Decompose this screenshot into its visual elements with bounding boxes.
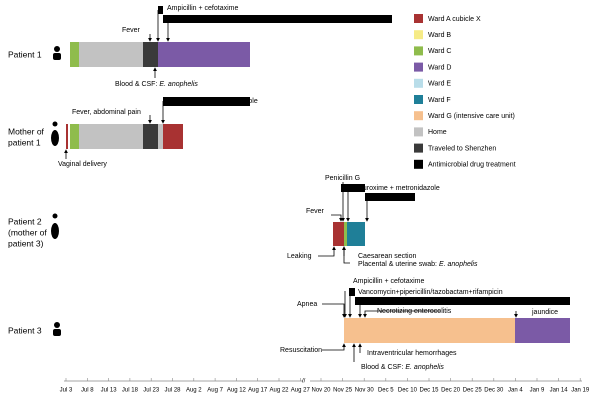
tick-label: Aug 7 — [207, 388, 223, 394]
icons — [51, 46, 61, 336]
tick-label: Nov 25 — [333, 388, 353, 394]
legend-label: Ward D — [428, 64, 451, 71]
annotation: Ampicillin + cefotaxime — [353, 278, 424, 285]
annotation: Blood & CSF: E. anophelis — [361, 364, 444, 371]
tick-label: Jul 18 — [122, 388, 139, 394]
patient-label: Patient 3 — [8, 325, 42, 335]
legend-swatch — [414, 127, 423, 137]
annotation: Blood & CSF: — [115, 81, 157, 88]
tick-label: Aug 27 — [291, 388, 311, 394]
tick-label: Jul 3 — [60, 388, 73, 394]
annotation: Fever — [122, 27, 141, 34]
tick-label: Dec 25 — [463, 388, 483, 394]
annotation: Vancomycin+pipericillin/tazobactam+rifam… — [358, 289, 503, 296]
annotation: Penicillin G — [325, 175, 360, 182]
tick-label: Nov 30 — [355, 388, 375, 394]
legend-swatch — [414, 30, 423, 40]
annotation: Blood & CSF: E. anophelis — [115, 81, 198, 88]
tick-label: Jan 19 — [571, 388, 590, 394]
annotation: Caesarean section — [358, 253, 416, 260]
tick-label: Jul 23 — [143, 388, 160, 394]
legend-swatch — [414, 46, 423, 56]
legend-label: Antimicrobial drug treatment — [428, 162, 516, 169]
legend-label: Ward G (intensive care unit) — [428, 113, 515, 120]
tick-label: Dec 10 — [398, 388, 418, 394]
legend-swatch — [414, 14, 423, 23]
annotation: jaundice — [531, 309, 558, 316]
tick-label: Jul 28 — [164, 388, 181, 394]
tick-label: Jan 9 — [530, 388, 545, 394]
tick-label: Jan 4 — [508, 388, 523, 394]
arrows — [64, 10, 518, 362]
annotation: Leaking — [287, 253, 312, 260]
annotation: Vancomycin + piperacillin + rifampicin — [170, 16, 287, 23]
tick-label: Jul 13 — [101, 388, 118, 394]
patient-label: Mother of — [8, 126, 45, 136]
annotation: Fever — [306, 208, 325, 215]
patient-label: Patient 2 — [8, 216, 42, 226]
legend-label: Traveled to Shenzhen — [428, 145, 496, 152]
tick-label: Dec 20 — [441, 388, 461, 394]
annotation: Ciprofloxacin — [372, 194, 413, 201]
annotation: Vaginal delivery — [58, 161, 107, 168]
svg-text://: // — [302, 379, 306, 385]
legend-swatch — [414, 159, 423, 169]
legend-swatch — [414, 95, 423, 104]
annotation: Blood & CSF: — [361, 364, 403, 371]
tick-label: Nov 20 — [311, 388, 331, 394]
tick-label: Aug 22 — [269, 388, 289, 394]
annotations: Fever Ampicillin + cefotaxime Vancomycin… — [58, 5, 560, 371]
legend-label: Ward E — [428, 81, 451, 88]
legend: Ward A cubicle X Ward B Ward C Ward D Ward E… — [414, 14, 516, 169]
annotation: Placental & uterine swab: E. anophelis — [358, 261, 478, 268]
legend-label: Ward F — [428, 97, 451, 104]
annotation: Cefuroxime + metronidazole — [352, 185, 440, 192]
annotation: E. anophelis — [439, 261, 478, 268]
annotation: Intraventricular hemorrhages — [367, 350, 457, 357]
legend-label: Ward C — [428, 48, 451, 55]
patient-label: (mother of — [8, 227, 47, 237]
annotation: E. anophelis — [405, 364, 444, 371]
annotation: Necrotizing enterocolitis — [377, 308, 452, 315]
tick-label: Aug 2 — [186, 388, 202, 394]
annotation: Apnea — [297, 301, 317, 308]
patient-label: Patient 1 — [8, 49, 42, 59]
legend-swatch — [414, 143, 423, 153]
annotation: Ampicillin + cefotaxime — [167, 5, 238, 12]
x-axis: // Jul 3 Jul 8 Jul 13 Jul 18 Jul 23 Jul 28 Aug… — [60, 378, 590, 394]
legend-swatch — [414, 78, 423, 88]
annotation: Neonatal — [532, 300, 560, 307]
legend-label: Ward A cubicle X — [428, 16, 481, 23]
legend-label: Home — [428, 129, 447, 136]
legend-label: Ward B — [428, 32, 451, 39]
tick-label: Aug 17 — [248, 388, 268, 394]
annotation: E. anophelis — [159, 81, 198, 88]
legend-swatch — [414, 111, 423, 121]
patient-label: patient 1 — [8, 137, 41, 147]
annotation: Resuscitation — [280, 347, 322, 354]
annotation: Fever, abdominal pain — [72, 109, 141, 116]
tick-label: Jul 8 — [81, 388, 94, 394]
patient-label: patient 3) — [8, 238, 44, 248]
annotation: Placental & uterine swab: — [358, 261, 437, 268]
tick-label: Dec 30 — [484, 388, 504, 394]
annotation: Cefuroxime + metronidazole — [170, 98, 258, 105]
legend-swatch — [414, 62, 423, 72]
stay-bars — [66, 6, 570, 343]
tick-label: Jan 14 — [550, 388, 569, 394]
tick-label: Dec 15 — [419, 388, 439, 394]
tick-label: Dec 5 — [378, 388, 394, 394]
tick-label: Aug 12 — [227, 388, 247, 394]
